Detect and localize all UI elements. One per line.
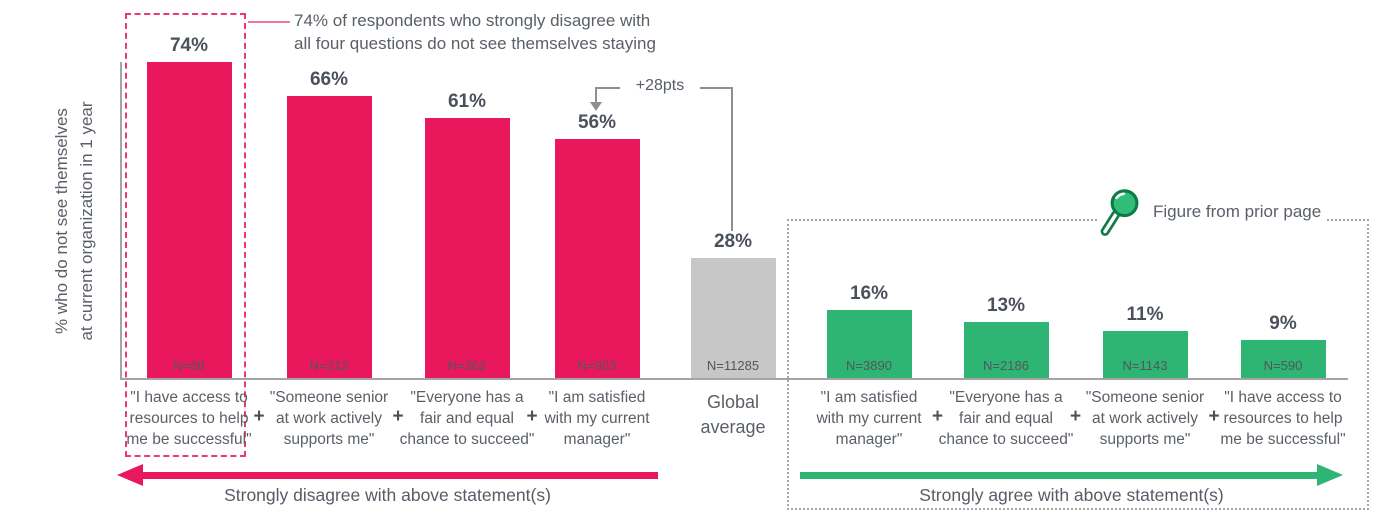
bar-28%: [690, 258, 776, 378]
bar-n-label: N=903: [577, 358, 617, 373]
bar-n-label: N=3890: [846, 358, 892, 373]
bar-n-label: N=212: [309, 358, 349, 373]
bar-n-label: N=88: [173, 358, 205, 373]
bar-value-label: 11%: [1126, 304, 1164, 325]
bar-category-label: "I am satisfied with my current manager": [816, 389, 922, 448]
plus-icon: +: [392, 406, 404, 427]
bar-category-label: "I am satisfied with my current manager": [544, 389, 650, 448]
bar-value-label: 56%: [577, 112, 617, 133]
x-axis-line: [120, 378, 1348, 380]
bar-value-label: 66%: [309, 69, 349, 90]
agree-arrow-icon: [800, 464, 1343, 486]
bar-n-label: N=11285: [706, 358, 760, 373]
bar-66%: [286, 96, 372, 378]
bar-56%: [554, 139, 640, 378]
bar-category-label: "I have access to resources to help me b…: [126, 389, 252, 448]
agree-arrow-shaft: [800, 471, 1317, 479]
bar-n-label: N=362: [447, 358, 487, 373]
y-axis-label: % who do not see themselves at current o…: [52, 101, 96, 341]
bar-category-label: "Everyone has a fair and equal chance to…: [938, 389, 1074, 448]
disagree-arrow-icon: [117, 464, 658, 486]
bar-category-label: "I have access to resources to help me b…: [1220, 389, 1346, 448]
disagree-arrow-label: Strongly disagree with above statement(s…: [224, 485, 551, 505]
bar-74%: [146, 62, 232, 378]
delta-bracket-arrowhead-icon: [590, 102, 602, 111]
bar-category-label: "Someone senior at work actively support…: [269, 389, 389, 448]
disagree-arrow-head: [117, 464, 143, 486]
agree-arrow-label: Strongly agree with above statement(s): [919, 485, 1224, 505]
bar-n-label: N=1143: [1122, 358, 1168, 373]
callout-text: 74% of respondents who strongly disagree…: [294, 11, 656, 53]
bar-value-label: 28%: [713, 231, 753, 252]
figure-note: Figure from prior page: [1098, 189, 1328, 236]
bar-value-label: 74%: [169, 35, 209, 56]
bar-n-label: N=590: [1263, 358, 1303, 373]
plus-icon: +: [1069, 406, 1082, 427]
bar-9%: [1240, 340, 1326, 378]
delta-bracket-right-line: [731, 87, 733, 231]
y-axis-line: [120, 62, 122, 378]
figure-note-label: Figure from prior page: [1153, 202, 1322, 221]
plus-icon: +: [526, 406, 538, 427]
bar-61%: [424, 118, 510, 378]
bar-11%: [1102, 331, 1188, 378]
plus-icon: +: [253, 406, 265, 427]
bar-n-label: N=2186: [983, 358, 1029, 373]
agree-arrow-head: [1317, 464, 1343, 486]
plus-icon: +: [1208, 406, 1220, 427]
delta-label: +28pts: [620, 77, 700, 95]
prior-figure-dotted-box: [787, 219, 1369, 510]
delta-bracket-left-line: [595, 87, 597, 103]
bar-category-label: Global average: [700, 392, 766, 437]
bar-category-label: "Everyone has a fair and equal chance to…: [399, 389, 535, 448]
magnifier-icon: [1100, 189, 1139, 236]
bar-13%: [963, 322, 1049, 378]
bar-category-label: "Someone senior at work actively support…: [1085, 389, 1205, 448]
bar-value-label: 61%: [447, 91, 487, 112]
bar-value-label: 16%: [849, 283, 889, 304]
bar-value-label: 9%: [1269, 313, 1297, 334]
bar-16%: [826, 310, 912, 378]
plus-icon: +: [931, 406, 944, 427]
disagree-arrow-shaft: [143, 471, 658, 479]
highlight-dashed-box: [125, 13, 246, 457]
callout-connector-line: [248, 21, 290, 23]
bar-value-label: 13%: [986, 295, 1026, 316]
